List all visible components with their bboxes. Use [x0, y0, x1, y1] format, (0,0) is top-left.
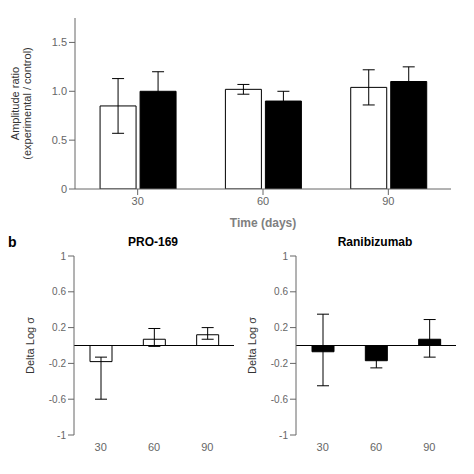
svg-text:60: 60 [257, 195, 269, 207]
svg-text:90: 90 [382, 195, 394, 207]
svg-text:Time (days): Time (days) [230, 216, 296, 230]
svg-text:60: 60 [370, 441, 382, 453]
html-text:PRO-169: PRO-169 [128, 235, 178, 249]
svg-text:1: 1 [60, 251, 66, 262]
svg-text:-1: -1 [279, 430, 288, 441]
svg-text:90: 90 [423, 441, 435, 453]
svg-text:Delta Log σ: Delta Log σ [246, 317, 258, 374]
svg-text:0: 0 [61, 183, 67, 195]
svg-text:30: 30 [317, 441, 329, 453]
svg-text:-0.2: -0.2 [49, 358, 67, 369]
svg-text:90: 90 [201, 441, 213, 453]
svg-text:Delta Log σ: Delta Log σ [24, 317, 36, 374]
svg-text:Amplitude ratio(experimental /: Amplitude ratio(experimental / control) [9, 47, 33, 160]
svg-text:1: 1 [282, 251, 288, 262]
svg-text:-1: -1 [57, 430, 66, 441]
svg-text:0.2: 0.2 [52, 322, 66, 333]
html-text:b: b [8, 234, 17, 250]
svg-text:30: 30 [132, 195, 144, 207]
svg-text:0.6: 0.6 [52, 286, 66, 297]
svg-text:1.0: 1.0 [52, 85, 67, 97]
svg-text:60: 60 [148, 441, 160, 453]
svg-text:1.5: 1.5 [52, 36, 67, 48]
svg-text:0.2: 0.2 [274, 322, 288, 333]
svg-text:-0.6: -0.6 [49, 394, 67, 405]
svg-text:0.6: 0.6 [274, 286, 288, 297]
svg-text:30: 30 [95, 441, 107, 453]
svg-text:-0.6: -0.6 [271, 394, 289, 405]
svg-text:0.5: 0.5 [52, 134, 67, 146]
svg-text:-0.2: -0.2 [271, 358, 289, 369]
html-text:Ranibizumab: Ranibizumab [337, 235, 413, 249]
